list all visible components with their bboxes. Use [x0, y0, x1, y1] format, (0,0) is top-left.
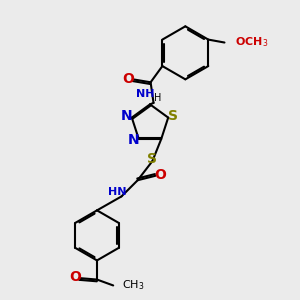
Text: S: S [168, 109, 178, 123]
Text: OCH$_3$: OCH$_3$ [235, 36, 268, 50]
Text: NH: NH [136, 89, 155, 99]
Text: O: O [123, 72, 134, 86]
Text: S: S [147, 152, 158, 166]
Text: O: O [69, 271, 81, 284]
Text: O: O [154, 168, 166, 182]
Text: N: N [121, 109, 132, 123]
Text: HN: HN [108, 187, 126, 197]
Text: H: H [154, 94, 162, 103]
Text: CH$_3$: CH$_3$ [122, 278, 145, 292]
Text: N: N [128, 134, 139, 148]
